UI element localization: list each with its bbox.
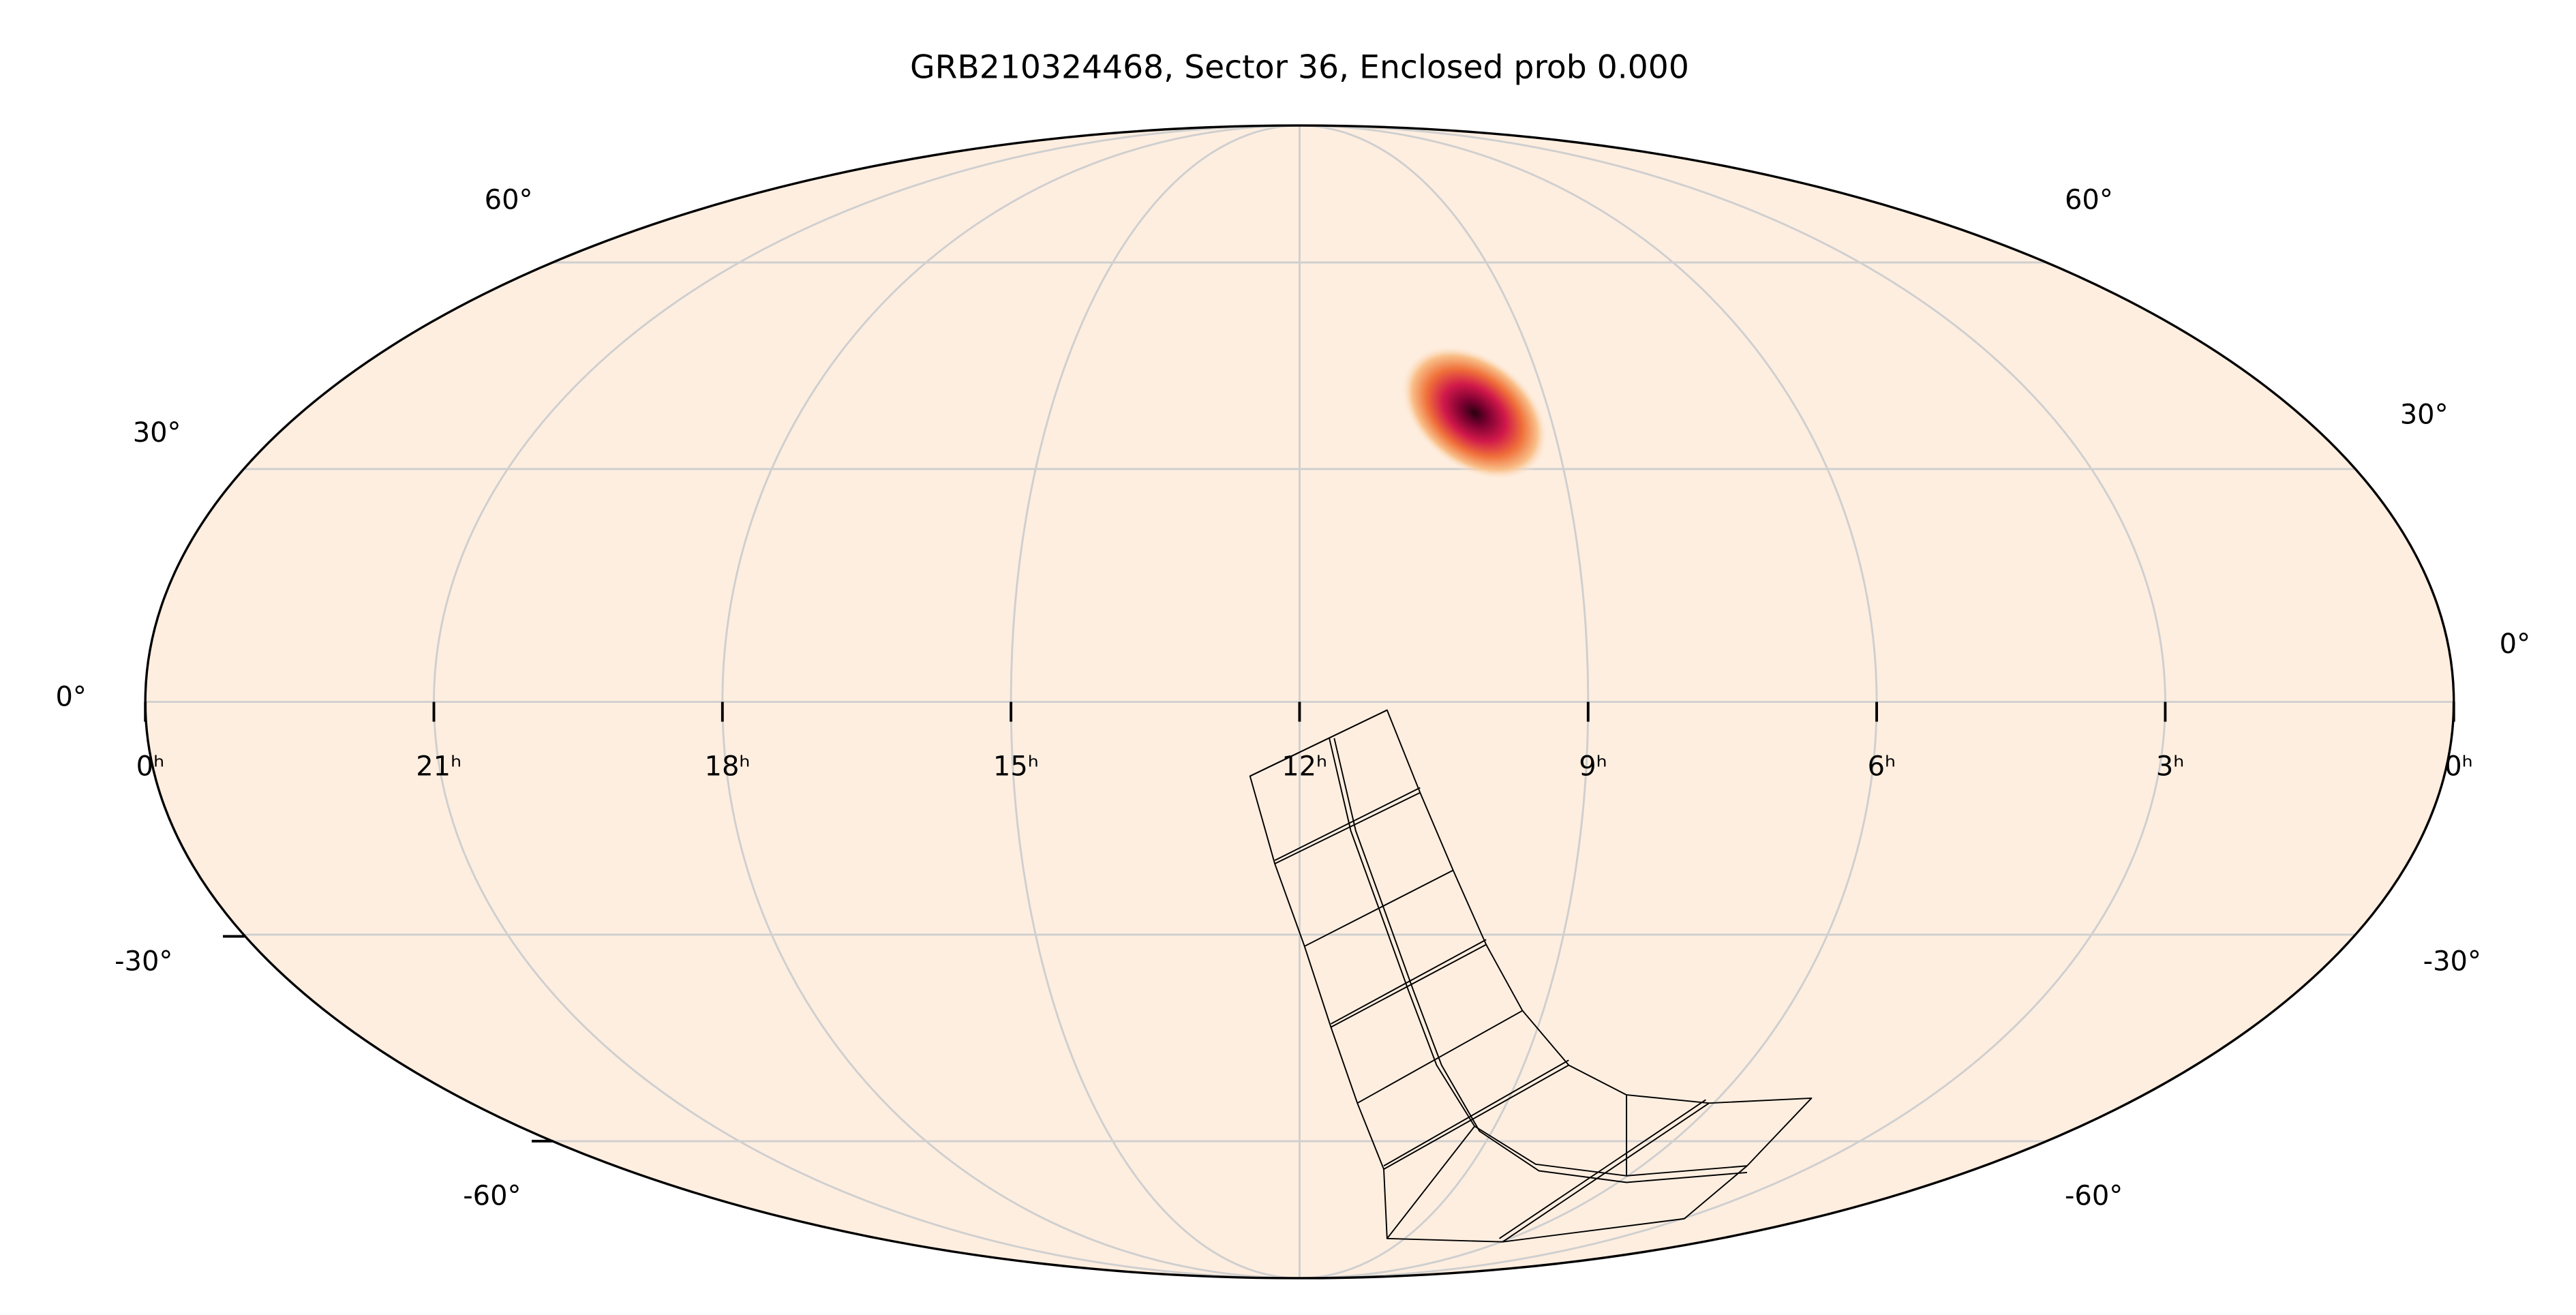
camera-boundary bbox=[1329, 738, 1748, 1177]
ra-label: 21ʰ bbox=[416, 751, 461, 782]
tess-footprint bbox=[1249, 709, 1813, 1243]
dec-label: 0° bbox=[55, 682, 86, 713]
labels: 0ʰ 21ʰ 18ʰ 15ʰ 12ʰ 9ʰ 6ʰ 3ʰ 0ʰ 60° 30° 0° -30° -60° 60… bbox=[55, 185, 2530, 1212]
title: GRB210324468, Sector 36, Enclosed prob 0… bbox=[910, 49, 1689, 87]
ra-label: 6ʰ bbox=[1868, 751, 1896, 782]
dec-label: -30° bbox=[2423, 946, 2481, 977]
dec-label: 30° bbox=[133, 417, 181, 449]
ra-label: 9ʰ bbox=[1579, 751, 1607, 782]
footprint-outline bbox=[1249, 709, 1813, 1243]
graticule bbox=[145, 125, 2454, 1278]
dec-label: -30° bbox=[115, 946, 172, 977]
ra-label: 0ʰ bbox=[136, 751, 165, 782]
dec-label: -60° bbox=[2065, 1180, 2123, 1211]
dec-label: 0° bbox=[2500, 629, 2530, 660]
ra-label: 3ʰ bbox=[2156, 751, 2185, 782]
sky-border bbox=[144, 124, 2455, 1280]
ra-label: 15ʰ bbox=[993, 751, 1039, 782]
dec-label: 30° bbox=[2400, 399, 2449, 430]
dec-label: 60° bbox=[2065, 185, 2113, 216]
ra-label: 18ʰ bbox=[705, 751, 751, 782]
dec-label: -60° bbox=[463, 1180, 521, 1211]
ra-label: 0ʰ bbox=[2444, 751, 2473, 782]
probability-region bbox=[1401, 345, 1549, 481]
ccd-boundary bbox=[1249, 709, 1710, 1243]
ra-label: 12ʰ bbox=[1282, 751, 1327, 782]
dec-label: 60° bbox=[485, 185, 533, 216]
